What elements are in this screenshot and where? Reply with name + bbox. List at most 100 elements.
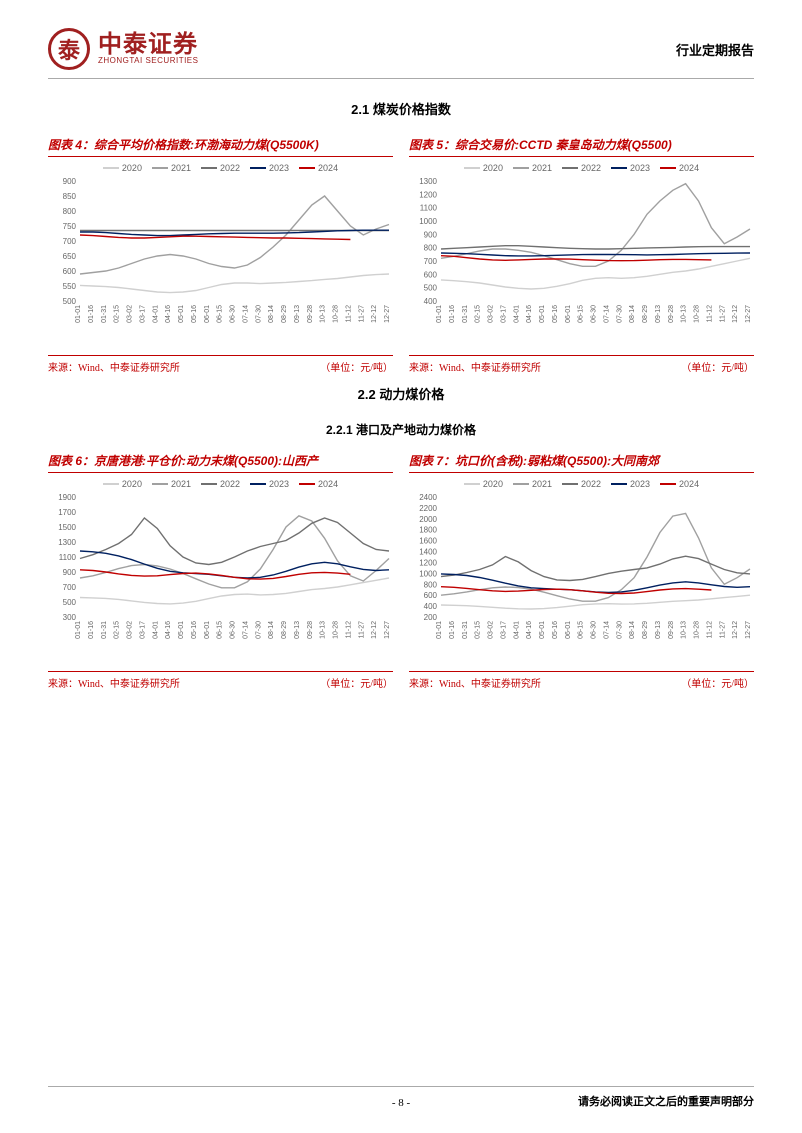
svg-text:10-28: 10-28: [694, 305, 701, 323]
legend-item: 2021: [513, 163, 552, 173]
svg-text:12-12: 12-12: [371, 621, 378, 639]
svg-text:11-27: 11-27: [358, 621, 365, 638]
svg-text:09-13: 09-13: [294, 621, 301, 639]
svg-text:01-31: 01-31: [101, 305, 108, 323]
legend-item: 2021: [513, 479, 552, 489]
legend-item: 2022: [562, 479, 601, 489]
svg-text:01-01: 01-01: [436, 305, 443, 323]
svg-text:10-28: 10-28: [694, 621, 701, 639]
svg-text:600: 600: [63, 267, 77, 276]
svg-text:10-28: 10-28: [333, 305, 340, 323]
svg-text:05-16: 05-16: [552, 621, 559, 639]
svg-text:01-01: 01-01: [75, 621, 82, 639]
svg-text:1400: 1400: [419, 548, 437, 557]
svg-text:1200: 1200: [419, 558, 437, 567]
svg-text:09-28: 09-28: [668, 621, 675, 639]
svg-text:06-01: 06-01: [565, 305, 572, 323]
svg-text:1300: 1300: [58, 538, 76, 547]
section-2-2-title: 2.2 动力煤价格: [48, 384, 754, 403]
legend-item: 2020: [464, 479, 503, 489]
svg-text:500: 500: [424, 284, 438, 293]
svg-text:07-30: 07-30: [255, 305, 262, 323]
chart-5-source-l: 来源：Wind、中泰证券研究所: [409, 359, 541, 374]
legend-item: 2023: [611, 163, 650, 173]
legend-item: 2024: [660, 479, 699, 489]
svg-text:05-01: 05-01: [539, 621, 546, 639]
svg-text:400: 400: [424, 602, 438, 611]
svg-text:12-27: 12-27: [384, 621, 391, 639]
svg-text:900: 900: [424, 230, 438, 239]
svg-text:2400: 2400: [419, 493, 437, 502]
chart-6-box: 2020202120222023202430050070090011001300…: [48, 479, 393, 669]
svg-text:07-30: 07-30: [255, 621, 262, 639]
svg-text:550: 550: [63, 282, 77, 291]
svg-text:01-01: 01-01: [436, 621, 443, 639]
svg-text:08-29: 08-29: [281, 621, 288, 639]
svg-text:10-13: 10-13: [320, 305, 327, 323]
svg-text:02-15: 02-15: [475, 305, 482, 323]
chart-4-title: 图表 4：综合平均价格指数:环渤海动力煤(Q5500K): [48, 136, 393, 157]
company-logo: 泰 中泰证券 ZHONGTAI SECURITIES: [48, 28, 198, 70]
svg-text:02-15: 02-15: [114, 305, 121, 323]
svg-text:03-02: 03-02: [127, 621, 134, 639]
svg-text:12-12: 12-12: [732, 305, 739, 323]
svg-text:300: 300: [63, 613, 77, 622]
chart-panel-4: 图表 4：综合平均价格指数:环渤海动力煤(Q5500K) 20202021202…: [48, 136, 393, 374]
chart-7-box: 2020202120222023202420040060080010001200…: [409, 479, 754, 669]
svg-text:03-17: 03-17: [139, 621, 146, 639]
svg-text:05-01: 05-01: [178, 621, 185, 639]
svg-text:11-27: 11-27: [719, 621, 726, 638]
svg-text:12-12: 12-12: [732, 621, 739, 639]
svg-text:2000: 2000: [419, 515, 437, 524]
svg-text:06-01: 06-01: [204, 305, 211, 323]
svg-text:850: 850: [63, 192, 77, 201]
svg-text:04-16: 04-16: [526, 305, 533, 323]
svg-text:700: 700: [63, 583, 77, 592]
chart-5-title: 图表 5：综合交易价:CCTD 秦皇岛动力煤(Q5500): [409, 136, 754, 157]
svg-text:06-30: 06-30: [591, 305, 598, 323]
chart-5-box: 2020202120222023202440050060070080090010…: [409, 163, 754, 353]
svg-text:09-28: 09-28: [307, 305, 314, 323]
svg-text:1100: 1100: [420, 204, 438, 213]
report-type: 行业定期报告: [676, 40, 754, 59]
svg-text:07-14: 07-14: [603, 621, 610, 639]
svg-text:08-14: 08-14: [268, 621, 275, 639]
svg-text:08-29: 08-29: [642, 305, 649, 323]
legend-item: 2023: [250, 479, 289, 489]
svg-text:07-30: 07-30: [616, 621, 623, 639]
svg-text:1500: 1500: [58, 523, 76, 532]
svg-text:06-15: 06-15: [578, 305, 585, 323]
legend-item: 2020: [464, 163, 503, 173]
svg-text:12-27: 12-27: [384, 305, 391, 323]
svg-text:06-15: 06-15: [217, 305, 224, 323]
svg-text:02-15: 02-15: [114, 621, 121, 639]
chart-row-2: 图表 6：京唐港港:平仓价:动力末煤(Q5500):山西产 2020202120…: [48, 452, 754, 690]
logo-en-text: ZHONGTAI SECURITIES: [98, 57, 198, 65]
legend-item: 2022: [201, 479, 240, 489]
svg-text:06-30: 06-30: [230, 621, 237, 639]
svg-text:400: 400: [424, 297, 438, 306]
svg-text:700: 700: [63, 237, 77, 246]
svg-text:07-14: 07-14: [603, 305, 610, 323]
svg-text:10-13: 10-13: [681, 305, 688, 323]
svg-text:08-14: 08-14: [629, 305, 636, 323]
legend-item: 2023: [250, 163, 289, 173]
chart-6-source-l: 来源：Wind、中泰证券研究所: [48, 675, 180, 690]
page-number: - 8 -: [392, 1097, 410, 1109]
legend-item: 2023: [611, 479, 650, 489]
svg-text:01-31: 01-31: [462, 621, 469, 639]
svg-text:12-27: 12-27: [745, 621, 752, 639]
svg-text:600: 600: [424, 270, 438, 279]
svg-text:01-16: 01-16: [88, 305, 95, 323]
svg-text:1200: 1200: [419, 190, 437, 199]
chart-4-source-l: 来源：Wind、中泰证券研究所: [48, 359, 180, 374]
svg-text:800: 800: [63, 207, 77, 216]
svg-text:900: 900: [63, 568, 77, 577]
svg-text:06-15: 06-15: [217, 621, 224, 639]
legend-item: 2021: [152, 479, 191, 489]
svg-text:01-16: 01-16: [88, 621, 95, 639]
svg-text:08-29: 08-29: [281, 305, 288, 323]
svg-text:03-17: 03-17: [500, 305, 507, 323]
svg-text:07-14: 07-14: [242, 621, 249, 639]
legend-item: 2024: [299, 163, 338, 173]
